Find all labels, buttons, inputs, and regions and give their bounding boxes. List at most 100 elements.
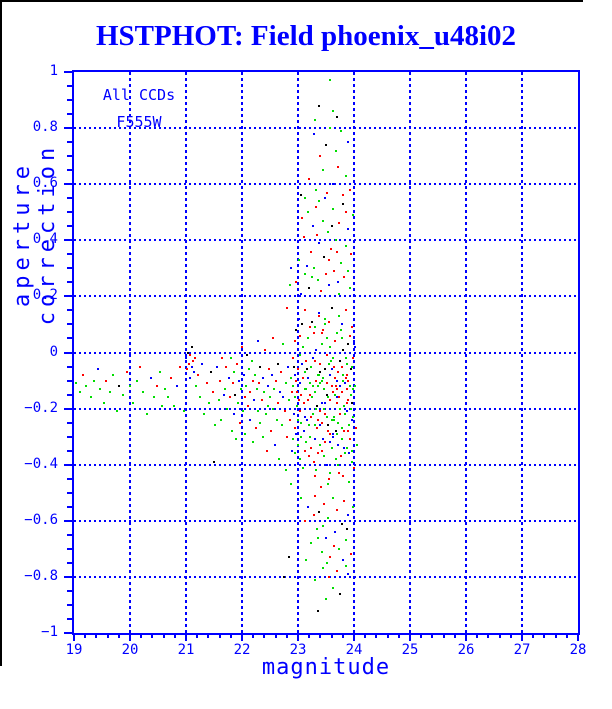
data-point <box>332 416 335 418</box>
data-point <box>329 399 332 402</box>
data-point <box>89 396 92 399</box>
data-point <box>289 418 292 421</box>
data-point <box>347 270 350 273</box>
y-tick-mark <box>67 253 72 256</box>
data-point <box>323 455 326 458</box>
data-point <box>295 404 298 407</box>
x-tick-mark <box>218 633 221 638</box>
data-point <box>344 376 347 379</box>
data-point <box>196 373 199 376</box>
data-point <box>316 278 319 281</box>
data-point <box>265 449 268 452</box>
data-point <box>199 396 201 399</box>
data-point <box>286 435 289 438</box>
data-point <box>265 413 268 416</box>
data-point <box>342 404 345 407</box>
data-point <box>329 556 332 559</box>
data-point <box>346 410 349 413</box>
y-tick-label: 0.8 <box>32 119 58 136</box>
x-tick-mark <box>565 633 568 638</box>
data-point <box>335 149 338 152</box>
data-point <box>342 430 345 433</box>
data-point <box>179 365 182 368</box>
data-point <box>239 421 242 424</box>
data-point <box>288 399 291 402</box>
data-point <box>349 407 352 410</box>
data-point <box>275 418 278 421</box>
data-point <box>142 390 145 393</box>
data-point <box>326 463 329 466</box>
data-point <box>118 385 121 388</box>
data-point <box>314 326 317 329</box>
data-point <box>326 191 329 194</box>
data-point <box>342 348 345 351</box>
data-point <box>305 418 308 421</box>
data-point <box>351 460 354 463</box>
data-point <box>332 390 335 393</box>
data-point <box>345 387 348 390</box>
data-point <box>283 575 285 578</box>
data-point <box>318 444 321 447</box>
data-point <box>293 340 296 343</box>
data-point <box>324 401 327 404</box>
y-tick-mark <box>64 351 72 354</box>
data-point <box>333 393 336 396</box>
data-point <box>295 281 298 284</box>
data-point <box>337 166 340 169</box>
data-point <box>221 357 224 360</box>
x-tick-mark <box>196 633 199 638</box>
data-point <box>245 385 248 388</box>
y-tick-label: 0 <box>49 343 58 360</box>
data-point <box>313 424 316 427</box>
data-point <box>325 143 327 146</box>
x-tick-mark <box>509 633 512 638</box>
data-point <box>311 275 313 278</box>
data-point <box>322 567 325 570</box>
data-point <box>349 553 352 556</box>
data-point <box>310 365 313 368</box>
data-point <box>317 373 320 376</box>
data-point <box>267 404 270 407</box>
data-point <box>351 505 354 508</box>
data-point <box>298 410 301 413</box>
data-point <box>305 387 308 390</box>
data-point <box>187 351 190 354</box>
data-point <box>325 393 328 396</box>
data-point <box>295 390 298 393</box>
data-point <box>276 362 279 365</box>
data-point <box>295 379 298 382</box>
data-point <box>288 556 291 559</box>
legend-line-filter: F555W <box>116 113 162 131</box>
data-point <box>241 345 243 348</box>
data-point <box>305 359 308 362</box>
h-gridline <box>74 127 578 130</box>
data-point <box>295 432 298 435</box>
data-point <box>349 188 352 191</box>
data-point <box>337 371 340 374</box>
data-point <box>149 376 152 379</box>
data-point <box>325 272 327 275</box>
data-point <box>351 214 354 217</box>
data-point <box>332 183 335 186</box>
data-point <box>305 559 308 562</box>
data-point <box>341 202 344 205</box>
data-point <box>333 270 336 273</box>
data-point <box>335 432 338 435</box>
data-point <box>352 387 355 390</box>
data-point <box>283 410 286 413</box>
data-point <box>322 169 325 172</box>
data-point <box>322 502 325 505</box>
data-point <box>303 197 306 200</box>
x-tick-mark <box>465 633 467 641</box>
data-point <box>259 365 262 368</box>
data-point <box>304 309 307 312</box>
data-point <box>340 427 343 430</box>
data-point <box>323 368 326 371</box>
x-tick-mark <box>375 633 378 638</box>
data-point <box>315 469 318 472</box>
data-point <box>227 376 230 379</box>
data-point <box>298 382 301 385</box>
data-point <box>347 141 350 144</box>
data-point <box>333 376 336 379</box>
x-tick-mark <box>330 633 333 638</box>
